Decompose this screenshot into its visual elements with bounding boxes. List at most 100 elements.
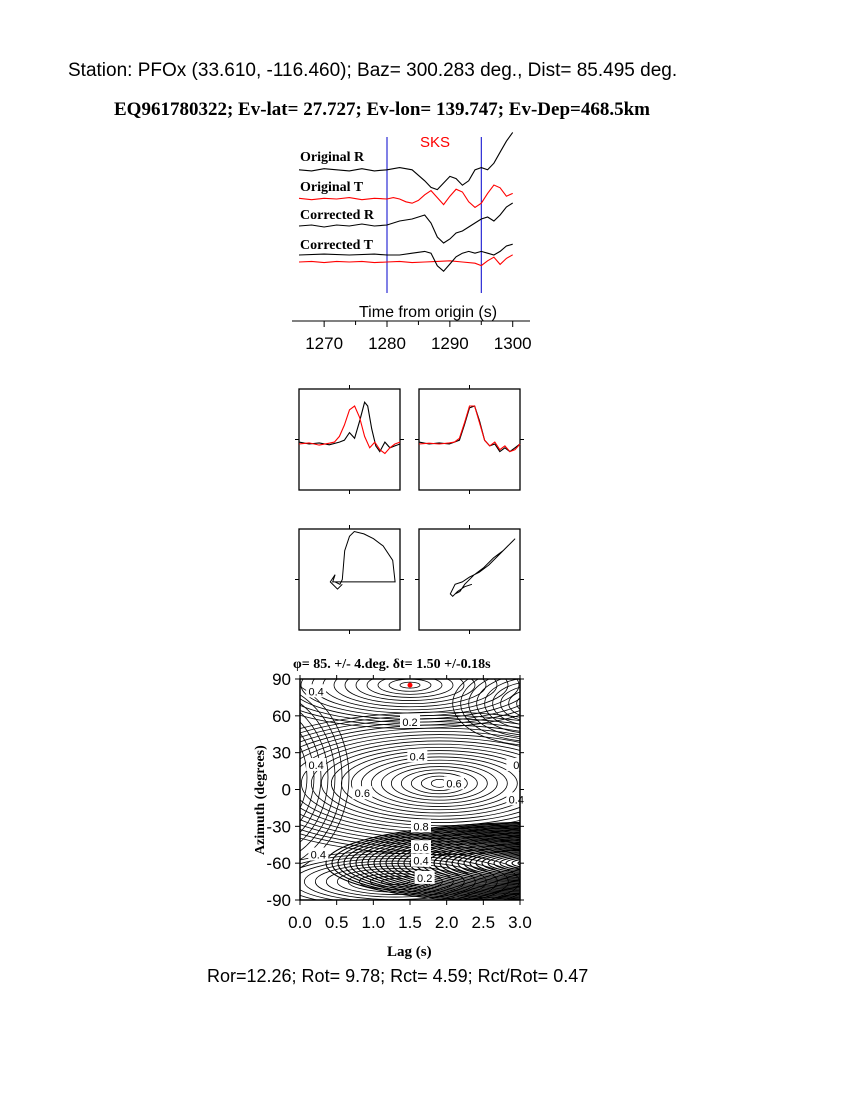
- grid-xtick-label: 0.0: [288, 913, 312, 932]
- contour-line: [410, 772, 468, 795]
- contour-line: [367, 829, 520, 897]
- contour-line: [409, 838, 520, 889]
- comparison-trace: [418, 405, 521, 453]
- ratios-text: Ror=12.26; Rot= 9.78; Rct= 4.59; Rct/Rot…: [207, 966, 588, 986]
- grid-ytick-label: 60: [272, 707, 291, 726]
- comparison-trace: [298, 401, 401, 453]
- contour-label: 0.8: [413, 821, 428, 833]
- contour-line: [350, 753, 520, 814]
- station-title: Station: PFOx (33.610, -116.460); Baz= 3…: [68, 60, 677, 81]
- contour-line: [481, 852, 520, 874]
- contour-line: [361, 828, 520, 898]
- contour-line: [439, 843, 520, 883]
- contour-line: [433, 842, 520, 884]
- contour-label-bg: [407, 749, 428, 763]
- waveform-tick-label: 1270: [305, 334, 343, 353]
- contour-label: 0.4: [413, 856, 428, 868]
- contour-label-bg: [444, 776, 464, 790]
- contour-line: [320, 743, 520, 823]
- waveform-tick-label: 1290: [431, 334, 469, 353]
- contour-label-bg: [352, 786, 373, 800]
- particle-motion-panel: [295, 525, 524, 634]
- comparison-trace: [298, 405, 401, 455]
- contour-label: 0.4: [308, 760, 323, 772]
- waveform-trace: [298, 132, 514, 191]
- event-title: EQ961780322; Ev-lat= 27.727; Ev-lon= 139…: [114, 99, 650, 120]
- waveform-tick-label: 1280: [368, 334, 406, 353]
- grid-xtick-label: 3.0: [508, 913, 532, 932]
- contour-label-bg: [400, 714, 420, 728]
- contour-line: [344, 679, 476, 705]
- contour-line: [300, 737, 520, 830]
- grid-title: φ= 85. +/- 4.deg. δt= 1.50 +/-0.18s: [293, 657, 491, 672]
- contour-label-bg: [411, 853, 431, 867]
- contour-line: [525, 698, 545, 710]
- grid-ytick-label: 0: [282, 781, 291, 800]
- contour-label: 0.2: [402, 717, 417, 729]
- contour-line: [330, 746, 520, 820]
- contour-line: [445, 845, 520, 882]
- contour-line: [370, 759, 508, 807]
- waveform-trace: [298, 243, 513, 272]
- contour-label: 0: [513, 760, 519, 772]
- trace-label: Corrected T: [300, 238, 374, 253]
- contour-line: [400, 769, 478, 798]
- grid-ylabel: Azimuth (degrees): [253, 745, 268, 855]
- contour-label: 0.6: [355, 788, 370, 800]
- contour-line: [452, 679, 520, 746]
- contour-line: [300, 734, 520, 833]
- contour-line: [380, 878, 410, 885]
- contour-label-bg: [411, 840, 431, 854]
- contour-line: [505, 857, 520, 869]
- contour-line: [457, 847, 520, 879]
- grid-ytick-label: -60: [266, 854, 291, 873]
- contour-line: [300, 855, 509, 900]
- contour-line: [300, 711, 520, 855]
- trace-label: Corrected R: [300, 208, 375, 223]
- contour-line: [343, 825, 520, 900]
- contour-line: [325, 865, 465, 898]
- contour-label-bg: [411, 819, 431, 833]
- contour-line: [300, 686, 350, 869]
- waveform-trace: [298, 202, 513, 244]
- contour-line: [300, 714, 520, 729]
- contour-line: [300, 724, 520, 843]
- grid-ytick-label: 30: [272, 744, 291, 763]
- contour-label: 0.4: [311, 850, 326, 862]
- waveform-panel: SKS Original R Original T Corrected R Corre…: [292, 132, 532, 353]
- grid-xtick-label: 2.0: [435, 913, 459, 932]
- contour-line: [427, 841, 520, 885]
- contour-line: [492, 682, 520, 725]
- grid-xtick-label: 0.5: [325, 913, 349, 932]
- waveform-trace: [298, 184, 513, 209]
- contour-line: [300, 858, 498, 900]
- contour-label: 0.4: [410, 751, 425, 763]
- particle-motion-trace: [449, 538, 516, 598]
- contour-label: 0.6: [446, 778, 461, 790]
- contour-label-bg: [306, 757, 327, 771]
- contour-line: [385, 833, 520, 893]
- contour-line: [380, 762, 498, 804]
- contour-line: [499, 856, 520, 871]
- contour-line: [468, 679, 520, 738]
- waveform-trace: [298, 254, 513, 267]
- contour-line: [399, 681, 421, 689]
- grid-xtick-label: 2.5: [472, 913, 496, 932]
- grid-xlabel: Lag (s): [387, 944, 432, 960]
- contour-label-bg: [308, 847, 329, 861]
- grid-ytick-label: 90: [272, 670, 291, 689]
- contour-line: [300, 727, 520, 839]
- grid-ytick-label: -90: [266, 891, 291, 910]
- contour-line: [300, 718, 520, 849]
- contour-line: [390, 766, 488, 801]
- contour-line: [300, 850, 520, 900]
- contour-line: [303, 860, 487, 900]
- contour-line: [517, 860, 520, 866]
- contour-line: [340, 750, 520, 817]
- contour-line: [331, 823, 520, 900]
- contour-line: [373, 831, 520, 896]
- best-fit-marker: [407, 682, 413, 688]
- contour-line: [300, 711, 329, 843]
- panel-frame: [298, 528, 401, 631]
- contour-line: [415, 839, 520, 888]
